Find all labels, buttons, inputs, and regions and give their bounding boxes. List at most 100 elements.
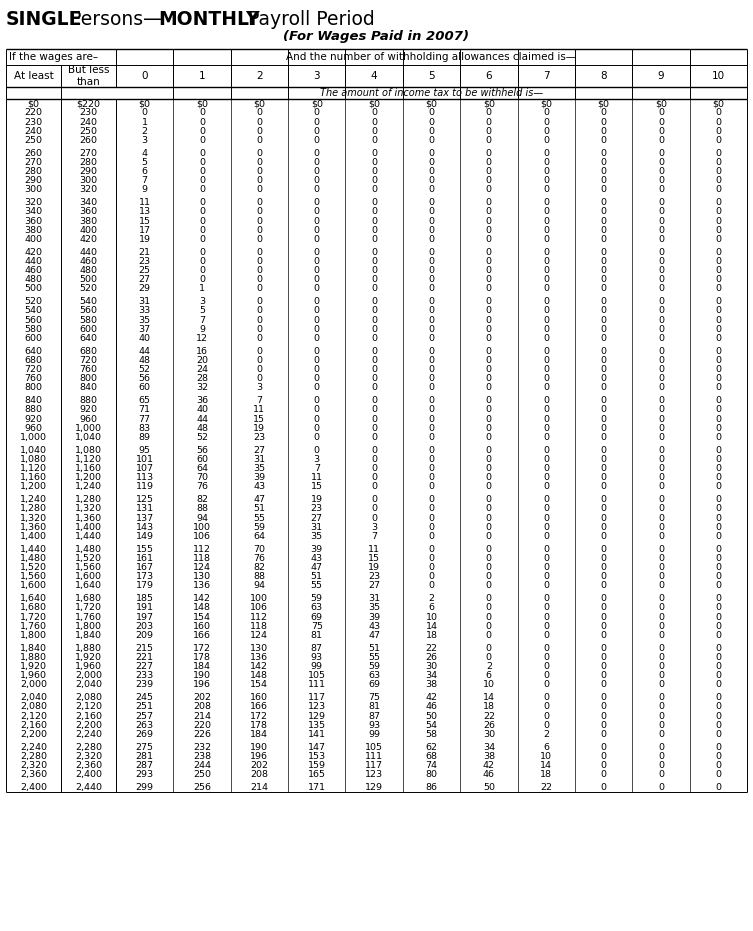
- Text: 0: 0: [371, 365, 377, 374]
- Text: 2,040: 2,040: [20, 693, 47, 702]
- Text: 0: 0: [601, 752, 607, 761]
- Text: 0: 0: [257, 365, 262, 374]
- Text: 0: 0: [257, 374, 262, 384]
- Text: 0: 0: [428, 136, 434, 145]
- Text: 135: 135: [308, 721, 326, 730]
- Text: 0: 0: [257, 257, 262, 265]
- Text: 106: 106: [193, 532, 211, 541]
- Text: 0: 0: [601, 334, 607, 343]
- Text: 0: 0: [257, 266, 262, 275]
- Text: 0: 0: [543, 455, 549, 464]
- Text: 19: 19: [139, 235, 151, 244]
- Text: 0: 0: [715, 514, 721, 522]
- Text: 0: 0: [658, 631, 664, 640]
- Text: 0: 0: [428, 356, 434, 365]
- Text: Payroll Period: Payroll Period: [242, 10, 375, 29]
- Text: 154: 154: [193, 613, 211, 622]
- Text: 400: 400: [25, 235, 42, 244]
- Text: 0: 0: [371, 495, 377, 504]
- Text: 0: 0: [543, 554, 549, 563]
- Text: 1,800: 1,800: [20, 631, 47, 640]
- Text: 0: 0: [314, 136, 320, 145]
- Text: 0: 0: [486, 495, 492, 504]
- Text: 480: 480: [80, 266, 97, 275]
- Text: 7: 7: [257, 396, 262, 405]
- Text: 0: 0: [715, 325, 721, 333]
- Text: 1,480: 1,480: [20, 554, 47, 563]
- Text: 35: 35: [139, 316, 151, 325]
- Text: 0: 0: [543, 414, 549, 424]
- Text: 0: 0: [658, 573, 664, 581]
- Text: 1,520: 1,520: [20, 563, 47, 572]
- Text: 1,840: 1,840: [20, 643, 47, 653]
- Text: 18: 18: [540, 770, 552, 779]
- Text: 0: 0: [715, 464, 721, 473]
- Text: 119: 119: [136, 482, 154, 492]
- Text: 0: 0: [543, 482, 549, 492]
- Text: 2,320: 2,320: [20, 761, 47, 770]
- Text: 0: 0: [428, 108, 434, 117]
- Text: 0: 0: [601, 225, 607, 235]
- Text: 640: 640: [25, 346, 42, 356]
- Text: 81: 81: [368, 702, 380, 711]
- Text: 293: 293: [136, 770, 154, 779]
- Text: 0: 0: [601, 711, 607, 721]
- Text: 0: 0: [486, 522, 492, 532]
- Text: 0: 0: [543, 522, 549, 532]
- Text: 0: 0: [314, 405, 320, 414]
- Text: 0: 0: [658, 702, 664, 711]
- Text: 27: 27: [368, 581, 380, 590]
- Text: 0: 0: [428, 505, 434, 513]
- Text: 0: 0: [428, 414, 434, 424]
- Text: 0: 0: [658, 217, 664, 225]
- Text: 1,320: 1,320: [20, 514, 47, 522]
- Text: 0: 0: [257, 157, 262, 167]
- Text: 0: 0: [715, 603, 721, 613]
- Text: 0: 0: [371, 424, 377, 433]
- Text: 173: 173: [136, 573, 154, 581]
- Text: 50: 50: [483, 783, 495, 792]
- Text: The amount of income tax to be withheld is—: The amount of income tax to be withheld …: [320, 88, 543, 98]
- Text: 0: 0: [371, 334, 377, 343]
- Text: 36: 36: [196, 396, 208, 405]
- Text: 0: 0: [199, 117, 205, 127]
- Text: 0: 0: [371, 455, 377, 464]
- Text: 0: 0: [601, 671, 607, 681]
- Text: 0: 0: [486, 643, 492, 653]
- Text: 1,920: 1,920: [20, 662, 47, 671]
- Text: 1,280: 1,280: [20, 505, 47, 513]
- Text: 440: 440: [25, 257, 42, 265]
- Text: 0: 0: [658, 185, 664, 195]
- Text: 3: 3: [142, 136, 148, 145]
- Text: 0: 0: [371, 225, 377, 235]
- Text: 269: 269: [136, 730, 154, 739]
- Text: 0: 0: [486, 424, 492, 433]
- Text: 56: 56: [139, 374, 151, 384]
- Text: 560: 560: [25, 316, 42, 325]
- Text: 1,760: 1,760: [75, 613, 102, 622]
- Text: 0: 0: [314, 167, 320, 176]
- Text: 2,360: 2,360: [20, 770, 47, 779]
- Text: 580: 580: [80, 316, 97, 325]
- Text: 1,680: 1,680: [75, 594, 102, 603]
- Text: 300: 300: [79, 176, 98, 185]
- Text: 142: 142: [251, 662, 268, 671]
- Text: 31: 31: [139, 297, 151, 306]
- Text: 0: 0: [601, 117, 607, 127]
- Text: 0: 0: [314, 257, 320, 265]
- Text: 159: 159: [308, 761, 326, 770]
- Text: 39: 39: [253, 473, 266, 482]
- Text: 3: 3: [314, 455, 320, 464]
- Text: 226: 226: [193, 730, 211, 739]
- Text: 0: 0: [486, 594, 492, 603]
- Text: 0: 0: [486, 581, 492, 590]
- Text: 320: 320: [79, 185, 98, 195]
- Text: 0: 0: [428, 455, 434, 464]
- Text: 0: 0: [601, 455, 607, 464]
- Text: 63: 63: [311, 603, 323, 613]
- Text: 0: 0: [715, 522, 721, 532]
- Text: 232: 232: [193, 743, 211, 751]
- Text: 0: 0: [715, 721, 721, 730]
- Text: 0: 0: [715, 297, 721, 306]
- Text: 59: 59: [311, 594, 323, 603]
